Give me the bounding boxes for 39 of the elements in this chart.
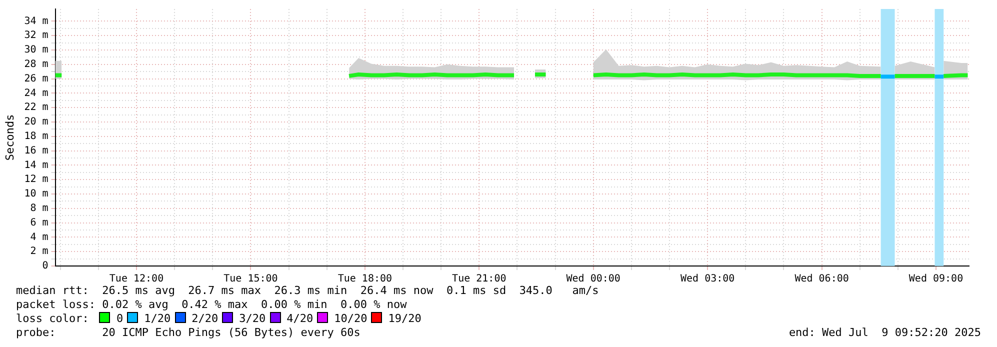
text: probe: 20 ICMP Echo Pings (56 Bytes) every 60s <box>16 326 360 339</box>
y-tick-label: 14 m <box>24 160 48 171</box>
text: 10/20 <box>334 312 368 325</box>
x-tick-label: Tue 18:00 <box>338 274 392 285</box>
y-tick-label: 16 m <box>24 145 48 156</box>
y-axis-title: Seconds <box>3 114 16 161</box>
text: 1/20 <box>144 312 171 325</box>
x-tick-label: Wed 06:00 <box>794 274 849 285</box>
x-tick-label: Tue 15:00 <box>224 274 278 285</box>
x-tick-label: Tue 21:00 <box>452 274 506 285</box>
y-tick-label: 20 m <box>24 116 48 128</box>
x-tick-label: Wed 03:00 <box>680 274 735 285</box>
text: median rtt: 26.5 ms avg 26.7 ms max 26.3 ms min 26.4 ms now 0.1 ms sd 345.0 am/s <box>16 284 599 297</box>
y-tick-label: 24 m <box>24 88 48 99</box>
text: 3/20 <box>239 312 266 325</box>
y-tick-label: 32 m <box>24 30 48 42</box>
text: 0 <box>116 312 124 325</box>
x-tick-label: Wed 00:00 <box>566 274 620 285</box>
y-tick-label: 28 m <box>24 59 48 70</box>
y-tick-label: 0 <box>42 260 48 272</box>
y-tick-label: 18 m <box>24 131 48 142</box>
text: packet loss: 0.02 % avg 0.42 % max 0.00 % min 0.00 % now <box>16 298 407 311</box>
text: 19/20 <box>388 312 422 325</box>
x-tick-label: Tue 12:00 <box>109 274 164 285</box>
y-tick-label: 34 m <box>24 16 48 27</box>
text: 4/20 <box>286 312 314 325</box>
y-tick-label: 12 m <box>24 174 48 186</box>
y-tick-label: 26 m <box>24 73 48 84</box>
y-tick-label: 22 m <box>24 102 48 114</box>
y-tick-label: 2 m <box>30 246 48 258</box>
y-tick-label: 10 m <box>24 188 48 200</box>
y-tick-label: 30 m <box>24 44 48 56</box>
text: 2/20 <box>192 312 218 325</box>
y-tick-label: 4 m <box>30 232 48 243</box>
y-tick-label: 6 m <box>30 217 48 228</box>
text: end: Wed Jul 9 09:52:20 2025 <box>788 326 981 339</box>
text: loss color: <box>16 312 89 325</box>
x-tick-label: Wed 09:00 <box>908 274 964 285</box>
y-tick-label: 8 m <box>30 203 48 214</box>
